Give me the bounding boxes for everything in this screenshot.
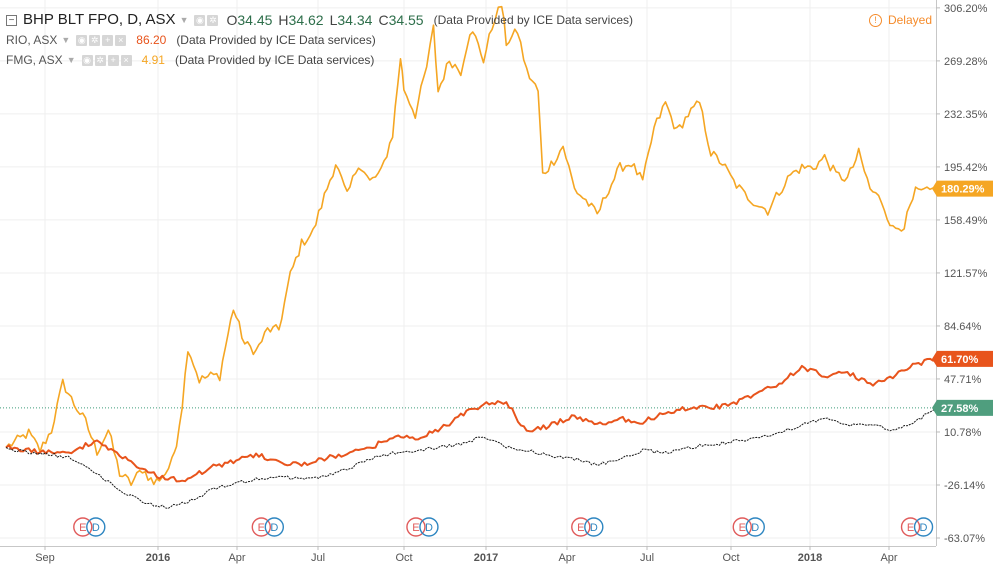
dividend-marker-label: D (270, 522, 278, 534)
ohlc-open-value: 34.45 (237, 12, 273, 28)
series-line-0 (5, 5, 937, 487)
earnings-marker-label: E (412, 522, 419, 534)
price-scale-bg (936, 0, 996, 568)
compare-provider-rio: (Data Provided by ICE Data services) (176, 33, 376, 47)
y-tick-label: -26.14% (944, 480, 985, 492)
add-icon[interactable]: + (102, 34, 114, 46)
dividend-marker[interactable] (264, 517, 285, 537)
last-value-pointer (932, 399, 937, 416)
compare-value-rio: 86.20 (136, 33, 167, 47)
x-tick-label: Sep (35, 552, 55, 564)
y-tick-label: 10.78% (944, 427, 982, 439)
settings-icon[interactable]: ✲ (207, 14, 219, 26)
eye-icon[interactable]: ◉ (194, 14, 206, 26)
close-icon[interactable]: × (115, 34, 127, 46)
main-provider: (Data Provided by ICE Data services) (433, 13, 634, 27)
ohlc-open-key: O (226, 12, 238, 28)
delayed-label: Delayed (887, 13, 932, 27)
settings-icon[interactable]: ✲ (89, 34, 101, 46)
ohlc-low-value: 34.34 (337, 12, 373, 28)
dividend-marker[interactable] (913, 517, 934, 537)
legend-compare-fmg: FMG, ASX ▼ ◉ ✲ + × 4.91 (Data Provided b… (6, 50, 633, 70)
last-value-badge (937, 399, 993, 416)
dividend-marker[interactable] (745, 517, 765, 537)
info-icon: ! (868, 13, 882, 27)
compare-provider-fmg: (Data Provided by ICE Data services) (174, 53, 375, 67)
dividend-marker-label: D (751, 522, 759, 534)
y-tick-label: 269.28% (944, 56, 988, 68)
dividend-marker[interactable] (584, 517, 604, 537)
last-value-pointer (932, 350, 937, 367)
x-tick-label: 2016 (146, 552, 170, 564)
chevron-down-icon[interactable]: ▼ (66, 55, 76, 65)
x-tick-label: 2018 (798, 552, 822, 564)
earnings-marker-label: E (739, 522, 746, 534)
x-tick-label: Jul (311, 552, 325, 564)
dividend-marker[interactable] (86, 517, 106, 537)
x-tick-label: Apr (880, 552, 897, 564)
y-tick-label: 121.57% (944, 268, 988, 280)
legend: − BHP BLT FPO, D, ASX ▼ ◉ ✲ O 34.45 H 34.6… (6, 10, 633, 70)
series-line-2 (5, 407, 937, 509)
collapse-icon[interactable]: − (6, 14, 17, 26)
last-value-label: 180.29% (941, 184, 985, 196)
x-tick-label: Apr (558, 552, 575, 564)
y-tick-label: 47.71% (944, 374, 982, 386)
dividend-marker-label: D (425, 522, 433, 534)
add-icon[interactable]: + (107, 54, 119, 66)
chevron-down-icon[interactable]: ▼ (61, 35, 71, 45)
y-tick-label: 195.42% (944, 162, 988, 174)
compare-symbol-rio[interactable]: RIO, ASX (6, 33, 58, 47)
y-tick-label: 84.64% (944, 321, 982, 333)
chevron-down-icon[interactable]: ▼ (179, 15, 189, 25)
legend-main-row: − BHP BLT FPO, D, ASX ▼ ◉ ✲ O 34.45 H 34.6… (6, 10, 633, 30)
earnings-marker-label: E (577, 522, 584, 534)
x-tick-label: Oct (722, 552, 739, 564)
close-icon[interactable]: × (120, 54, 132, 66)
x-tick-label: Jul (640, 552, 654, 564)
last-value-badge (937, 180, 993, 197)
eye-icon[interactable]: ◉ (76, 34, 88, 46)
dividend-marker-label: D (590, 522, 598, 534)
last-value-pointer (932, 180, 937, 197)
y-tick-label: 232.35% (944, 109, 988, 121)
y-tick-label: 306.20% (944, 3, 988, 15)
earnings-marker-label: E (258, 522, 265, 534)
compare-value-fmg: 4.91 (141, 53, 165, 67)
compare-symbol-fmg[interactable]: FMG, ASX (6, 53, 63, 67)
x-tick-label: Oct (395, 552, 412, 564)
earnings-marker-label: E (907, 522, 914, 534)
ohlc-close-value: 34.55 (388, 12, 424, 28)
y-tick-label: 158.49% (944, 215, 988, 227)
ohlc-close-key: C (378, 12, 389, 28)
earnings-marker-label: E (79, 522, 86, 534)
eye-icon[interactable]: ◉ (81, 54, 93, 66)
settings-icon[interactable]: ✲ (94, 54, 106, 66)
dividend-marker[interactable] (419, 517, 439, 537)
dividend-marker-label: D (92, 522, 100, 534)
last-value-label: 61.70% (941, 354, 979, 366)
delayed-indicator[interactable]: ! Delayed (868, 13, 932, 27)
legend-compare-rio: RIO, ASX ▼ ◉ ✲ + × 86.20 (Data Provided … (6, 30, 633, 50)
ohlc-high-key: H (278, 12, 289, 28)
x-tick-label: Apr (228, 552, 245, 564)
ohlc-low-key: L (329, 12, 338, 28)
dividend-marker-label: D (920, 522, 928, 534)
x-tick-label: 2017 (474, 552, 498, 564)
last-value-badge (937, 350, 993, 367)
ohlc-high-value: 34.62 (288, 12, 324, 28)
y-tick-label: -63.07% (944, 533, 985, 545)
last-value-label: 27.58% (941, 403, 979, 415)
series-line-1 (5, 357, 937, 483)
main-symbol[interactable]: BHP BLT FPO, D, ASX (23, 11, 176, 28)
